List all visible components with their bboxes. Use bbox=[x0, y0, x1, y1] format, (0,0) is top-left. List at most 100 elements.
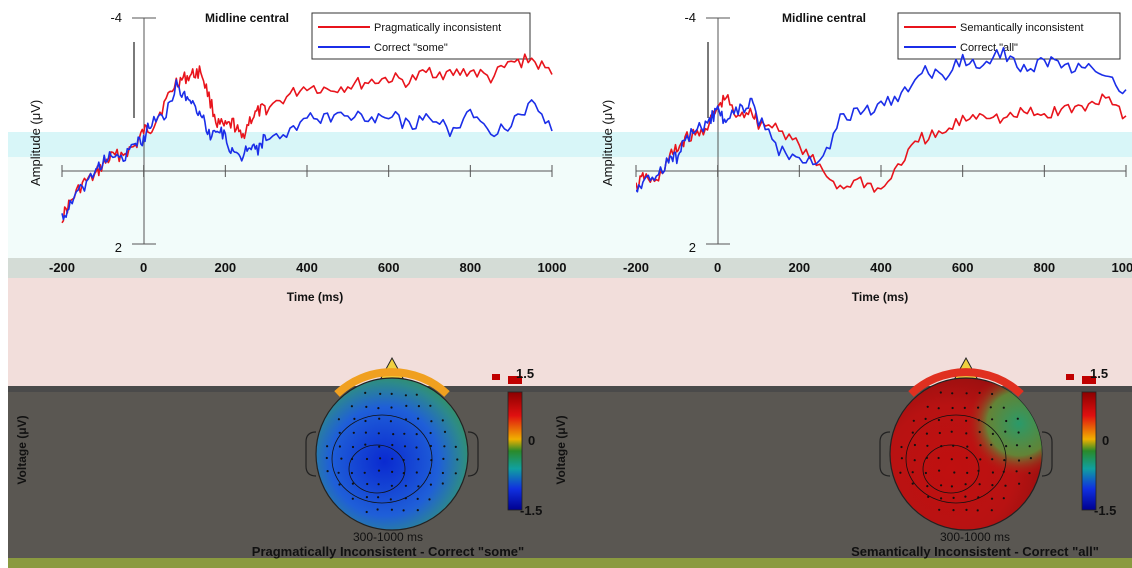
chart-title: Midline central bbox=[205, 11, 289, 25]
electrode-dot bbox=[978, 483, 981, 486]
electrode-dot bbox=[402, 472, 405, 475]
electrode-dot bbox=[991, 458, 994, 461]
electrode-dot bbox=[353, 417, 356, 420]
electrode-dot bbox=[991, 418, 994, 421]
electrode-dot bbox=[952, 496, 955, 499]
x-tick-label: 400 bbox=[296, 260, 318, 275]
time-window-label: 300-1000 ms bbox=[940, 530, 1010, 544]
legend: Pragmatically inconsistent Correct "some" bbox=[311, 12, 531, 60]
electrode-dot bbox=[1002, 406, 1005, 409]
electrode-dot bbox=[966, 445, 969, 448]
electrode-dot bbox=[990, 443, 993, 446]
electrode-dot bbox=[991, 471, 995, 474]
electrode-dot bbox=[1004, 484, 1007, 487]
x-tick-label: 200 bbox=[788, 260, 810, 275]
electrode-dot bbox=[951, 392, 954, 395]
electrode-dot bbox=[950, 419, 953, 422]
electrode-dot bbox=[940, 445, 943, 448]
electrode-dot bbox=[392, 433, 395, 436]
colorbar bbox=[1081, 391, 1097, 511]
electrode-dot bbox=[415, 393, 418, 396]
electrode-dot bbox=[964, 495, 967, 498]
legend-label: Pragmatically inconsistent bbox=[374, 22, 501, 34]
colorbar bbox=[507, 391, 523, 511]
electrode-dot bbox=[365, 510, 368, 514]
electrode-dot bbox=[1015, 470, 1018, 473]
x-axis-label: Time (ms) bbox=[852, 290, 908, 304]
electrode-dot bbox=[390, 406, 393, 409]
electrode-dot bbox=[351, 497, 354, 500]
x-tick-label: -200 bbox=[623, 260, 649, 275]
electrode-dot bbox=[1015, 444, 1019, 447]
colorbar-tick: 0 bbox=[1102, 433, 1109, 448]
electrode-dot bbox=[991, 484, 994, 487]
electrode-dot bbox=[977, 419, 981, 422]
electrode-dot bbox=[978, 391, 981, 394]
electrode-dot bbox=[340, 457, 343, 460]
electrode-dot bbox=[965, 419, 968, 422]
electrode-dot bbox=[391, 470, 394, 473]
electrode-dot bbox=[900, 457, 904, 460]
electrode-dot bbox=[441, 471, 444, 475]
right-ear-icon bbox=[1041, 431, 1053, 477]
electrode-dot bbox=[913, 459, 916, 462]
electrode-dot bbox=[429, 404, 432, 407]
electrode-dot bbox=[965, 392, 968, 395]
electrode-dot bbox=[924, 417, 927, 420]
legend-label: Semantically inconsistent bbox=[960, 22, 1084, 34]
band-pink bbox=[8, 278, 1132, 386]
electrode-dot bbox=[950, 458, 953, 461]
electrode-dot bbox=[379, 457, 382, 460]
electrode-dot bbox=[1005, 445, 1008, 448]
electrode-dot bbox=[441, 482, 444, 485]
electrode-dot bbox=[366, 482, 369, 486]
band-bottom bbox=[8, 558, 1132, 568]
electrode-dot bbox=[443, 430, 447, 433]
electrode-dot bbox=[990, 509, 993, 512]
electrode-dot bbox=[912, 419, 915, 422]
electrode-dot bbox=[953, 471, 956, 474]
electrode-dot bbox=[376, 508, 379, 511]
electrode-dot bbox=[377, 469, 381, 472]
electrode-dot bbox=[976, 509, 979, 512]
colorbar-tick: 1.5 bbox=[1090, 366, 1108, 381]
right-ear-icon bbox=[467, 431, 479, 477]
electrode-dot bbox=[417, 458, 420, 461]
electrode-dot bbox=[926, 444, 929, 447]
electrode-dot bbox=[351, 482, 354, 485]
electrode-dot bbox=[404, 394, 407, 397]
electrode-dot bbox=[378, 445, 381, 448]
electrode-dot bbox=[966, 471, 969, 474]
electrode-dot bbox=[430, 459, 433, 462]
electrode-dot bbox=[350, 405, 353, 408]
scalp-arc bbox=[334, 368, 450, 397]
electrode-dot bbox=[951, 406, 954, 410]
electrode-dot bbox=[417, 417, 420, 420]
colorbar-marker bbox=[492, 374, 500, 380]
legend-label: Correct "some" bbox=[374, 42, 448, 54]
electrode-dot bbox=[1028, 445, 1031, 448]
electrode-dot bbox=[352, 431, 355, 434]
electrode-dot bbox=[405, 404, 408, 407]
electrode-dot bbox=[443, 445, 446, 448]
left-ear-icon bbox=[305, 431, 317, 477]
electrode-dot bbox=[429, 483, 432, 486]
x-tick-label: 600 bbox=[952, 260, 974, 275]
x-tick-label: 600 bbox=[378, 260, 400, 275]
band-pale bbox=[8, 157, 1132, 258]
electrode-dot bbox=[939, 391, 942, 394]
electrode-dot bbox=[442, 457, 445, 460]
electrode-dot bbox=[979, 444, 982, 447]
electrode-dot bbox=[389, 420, 392, 423]
electrode-dot bbox=[338, 431, 341, 434]
x-tick-label: 800 bbox=[1033, 260, 1055, 275]
electrode-dot bbox=[350, 457, 354, 461]
topomap-caption: Pragmatically Inconsistent - Correct "so… bbox=[252, 544, 524, 559]
contour bbox=[905, 414, 1007, 504]
band-dark bbox=[8, 386, 1132, 392]
x-tick-label: 800 bbox=[459, 260, 481, 275]
y-tick-label: 2 bbox=[689, 240, 696, 255]
electrode-dot bbox=[940, 484, 943, 487]
electrode-dot bbox=[925, 456, 929, 459]
electrode-dot bbox=[404, 484, 407, 487]
